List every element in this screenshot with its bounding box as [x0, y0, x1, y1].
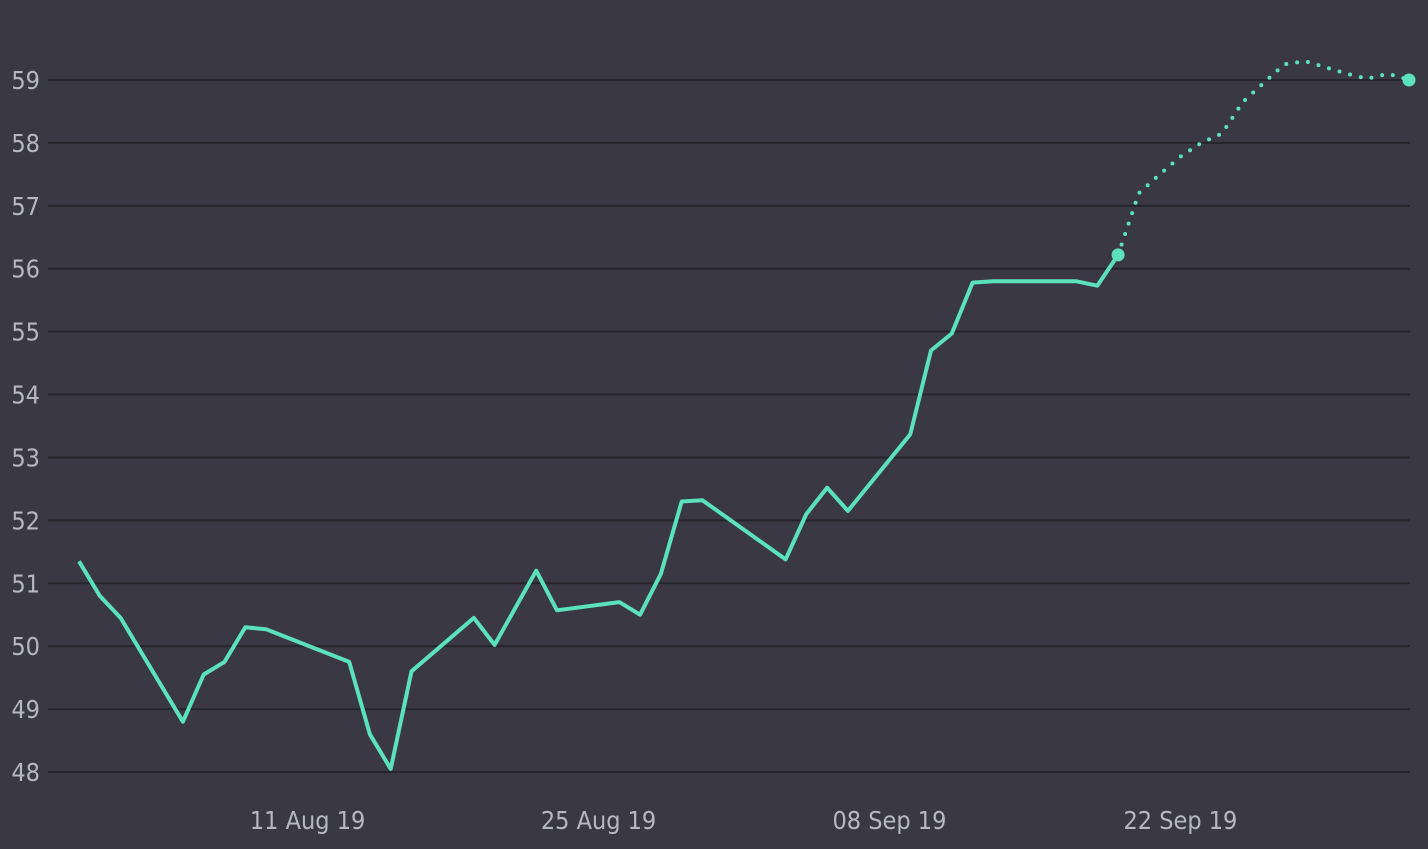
- data-point: [1220, 132, 1224, 136]
- data-point: [1178, 155, 1182, 159]
- x-axis-tick-labels: 11 Aug 19 25 Aug 19 08 Sep 19 22 Sep 19: [250, 806, 1237, 835]
- data-point: [202, 673, 206, 677]
- data-point: [243, 625, 247, 629]
- series-lines: [77, 59, 1411, 771]
- data-point: [181, 720, 185, 724]
- data-point: [223, 660, 227, 664]
- y-tick-label: 53: [11, 443, 40, 472]
- y-tick-label: 56: [11, 255, 40, 284]
- data-point: [1262, 81, 1266, 85]
- data-point: [971, 281, 975, 285]
- x-tick-label: 22 Sep 19: [1123, 806, 1237, 835]
- data-point: [1158, 172, 1162, 176]
- y-tick-label: 50: [11, 632, 40, 661]
- data-point: [659, 572, 663, 576]
- y-tick-label: 51: [11, 569, 40, 598]
- x-tick-label: 11 Aug 19: [250, 806, 365, 835]
- x-tick-label: 25 Aug 19: [541, 806, 656, 835]
- y-tick-label: 54: [11, 381, 40, 410]
- y-tick-label: 52: [11, 506, 40, 535]
- data-point: [784, 557, 788, 561]
- y-tick-label: 58: [11, 129, 40, 158]
- y-tick-label: 59: [11, 66, 40, 95]
- data-point: [680, 500, 684, 504]
- series-endpoint-marker: [1402, 73, 1416, 87]
- x-tick-label: 08 Sep 19: [833, 806, 947, 835]
- data-point: [1282, 62, 1286, 66]
- series-line-solid: [77, 253, 1120, 771]
- series-endpoint-marker: [1111, 248, 1125, 262]
- data-point: [472, 616, 476, 620]
- data-point: [389, 767, 393, 771]
- data-point: [493, 643, 497, 647]
- data-point: [1095, 284, 1099, 288]
- data-point: [1137, 191, 1141, 195]
- data-point: [1075, 279, 1079, 283]
- y-tick-label: 55: [11, 318, 40, 347]
- data-point: [1386, 72, 1390, 76]
- y-tick-label: 49: [11, 695, 40, 724]
- data-point: [617, 600, 621, 604]
- data-point: [950, 332, 954, 336]
- y-axis-tick-labels: 48 49 50 51 52 53 54 55 56 57 58 59: [11, 66, 40, 787]
- data-point: [1303, 59, 1307, 63]
- data-point: [1365, 77, 1369, 81]
- y-tick-label: 57: [11, 192, 40, 221]
- data-point: [638, 613, 642, 617]
- data-point: [1345, 72, 1349, 76]
- data-point: [1241, 100, 1245, 104]
- data-point: [846, 509, 850, 513]
- data-point: [347, 660, 351, 664]
- data-point: [77, 559, 81, 563]
- data-point: [555, 608, 559, 612]
- data-point: [534, 569, 538, 573]
- data-point: [119, 616, 123, 620]
- data-point: [825, 486, 829, 490]
- data-point: [264, 627, 268, 631]
- series-line-dotted: [1116, 59, 1411, 257]
- series-endpoints: [77, 59, 1416, 771]
- data-point: [991, 279, 995, 283]
- grid-lines: [48, 79, 1410, 773]
- data-point: [368, 732, 372, 736]
- data-point: [1324, 65, 1328, 69]
- data-point: [410, 669, 414, 673]
- data-point: [804, 512, 808, 516]
- data-point: [98, 594, 102, 598]
- y-tick-label: 48: [11, 758, 40, 787]
- data-point: [700, 498, 704, 502]
- data-point: [908, 432, 912, 436]
- data-point: [929, 349, 933, 353]
- data-point: [1199, 141, 1203, 145]
